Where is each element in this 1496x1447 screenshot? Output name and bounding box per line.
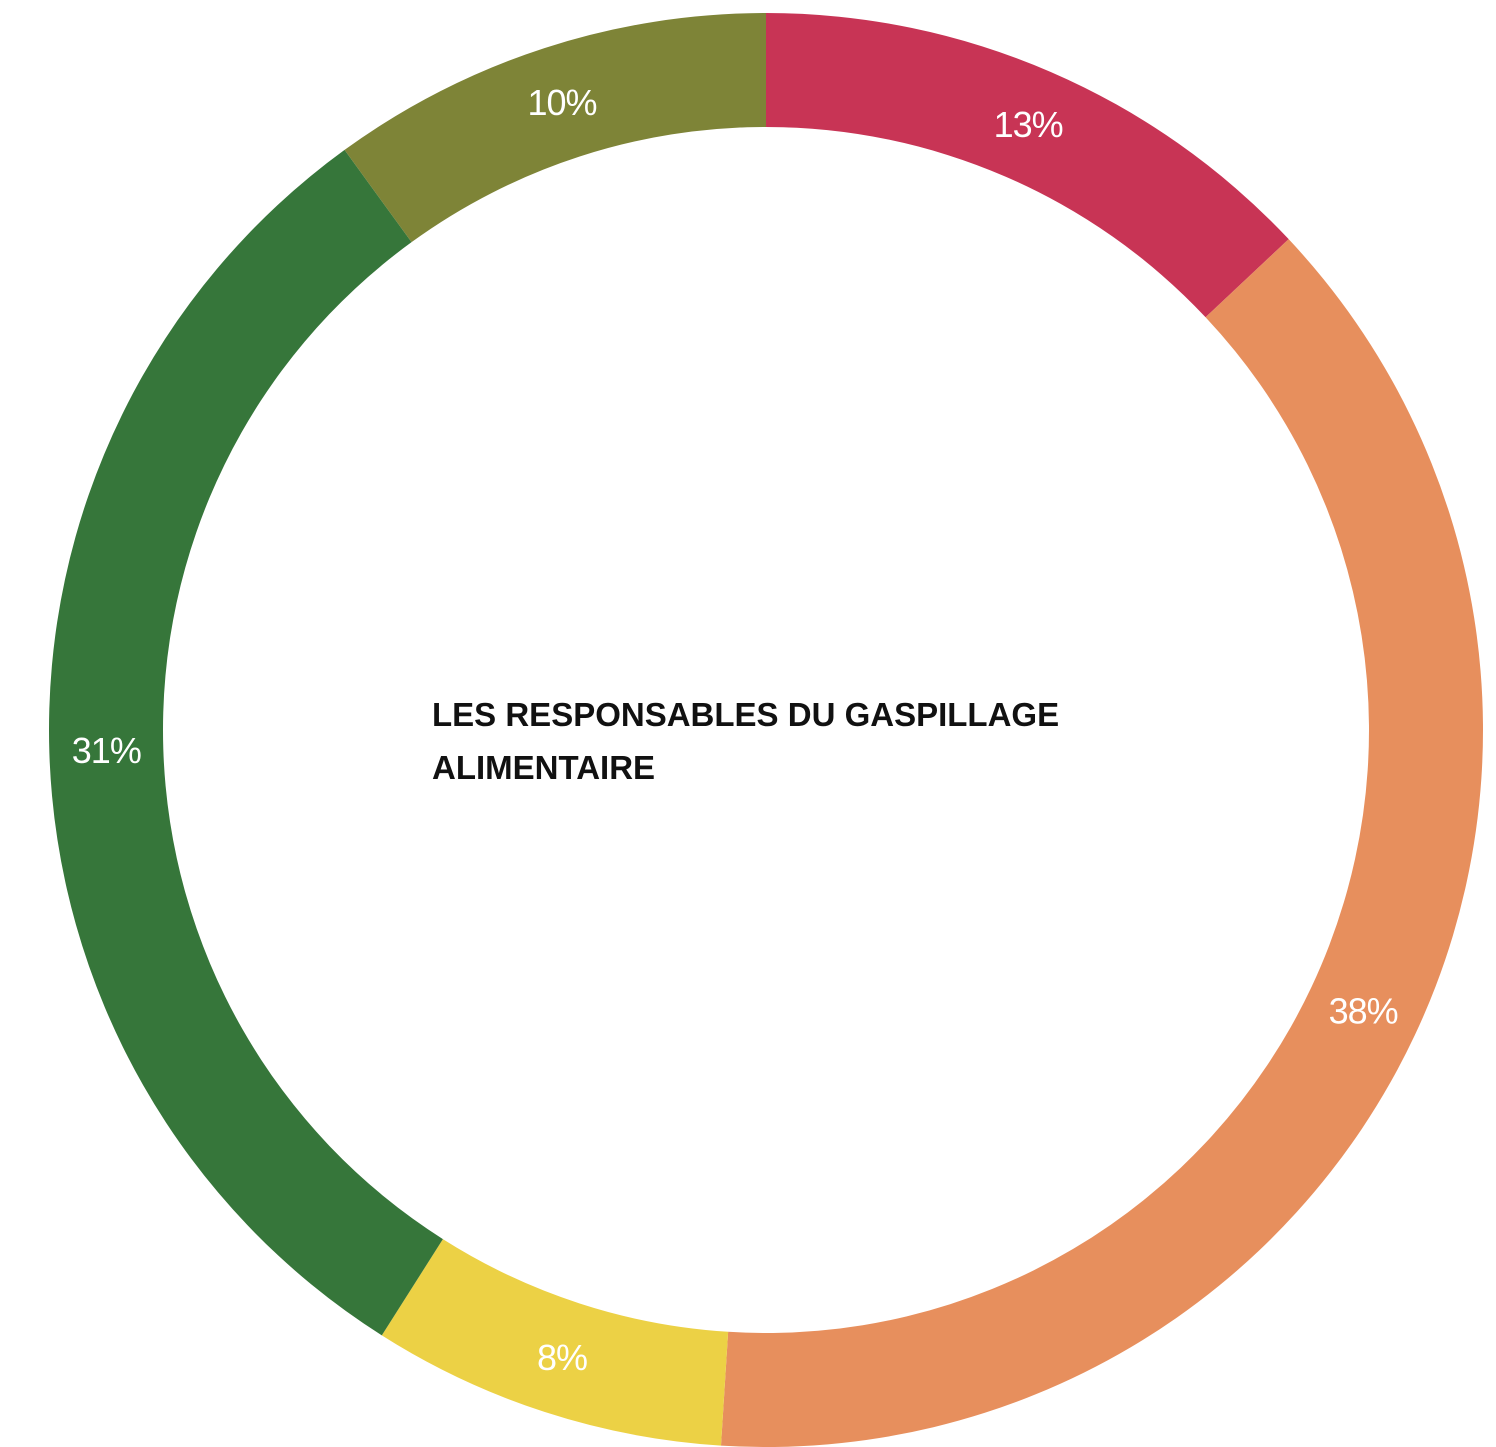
donut-slice-13 bbox=[766, 13, 1289, 318]
donut-slice-10 bbox=[344, 13, 766, 243]
donut-slice-8 bbox=[381, 1239, 729, 1446]
slice-label-13: 13% bbox=[994, 104, 1063, 145]
donut-slice-38 bbox=[720, 239, 1483, 1447]
slice-label-10: 10% bbox=[528, 82, 597, 123]
slice-label-38: 38% bbox=[1329, 991, 1398, 1032]
slice-label-8: 8% bbox=[537, 1337, 587, 1378]
chart-title: LES RESPONSABLES DU GASPILLAGE ALIMENTAI… bbox=[432, 688, 1072, 794]
slice-label-31: 31% bbox=[72, 730, 141, 771]
donut-slice-31 bbox=[48, 149, 443, 1336]
chart-title-line-1: LES RESPONSABLES DU GASPILLAGE bbox=[432, 696, 1060, 733]
chart-title-line-2: ALIMENTAIRE bbox=[432, 749, 656, 786]
